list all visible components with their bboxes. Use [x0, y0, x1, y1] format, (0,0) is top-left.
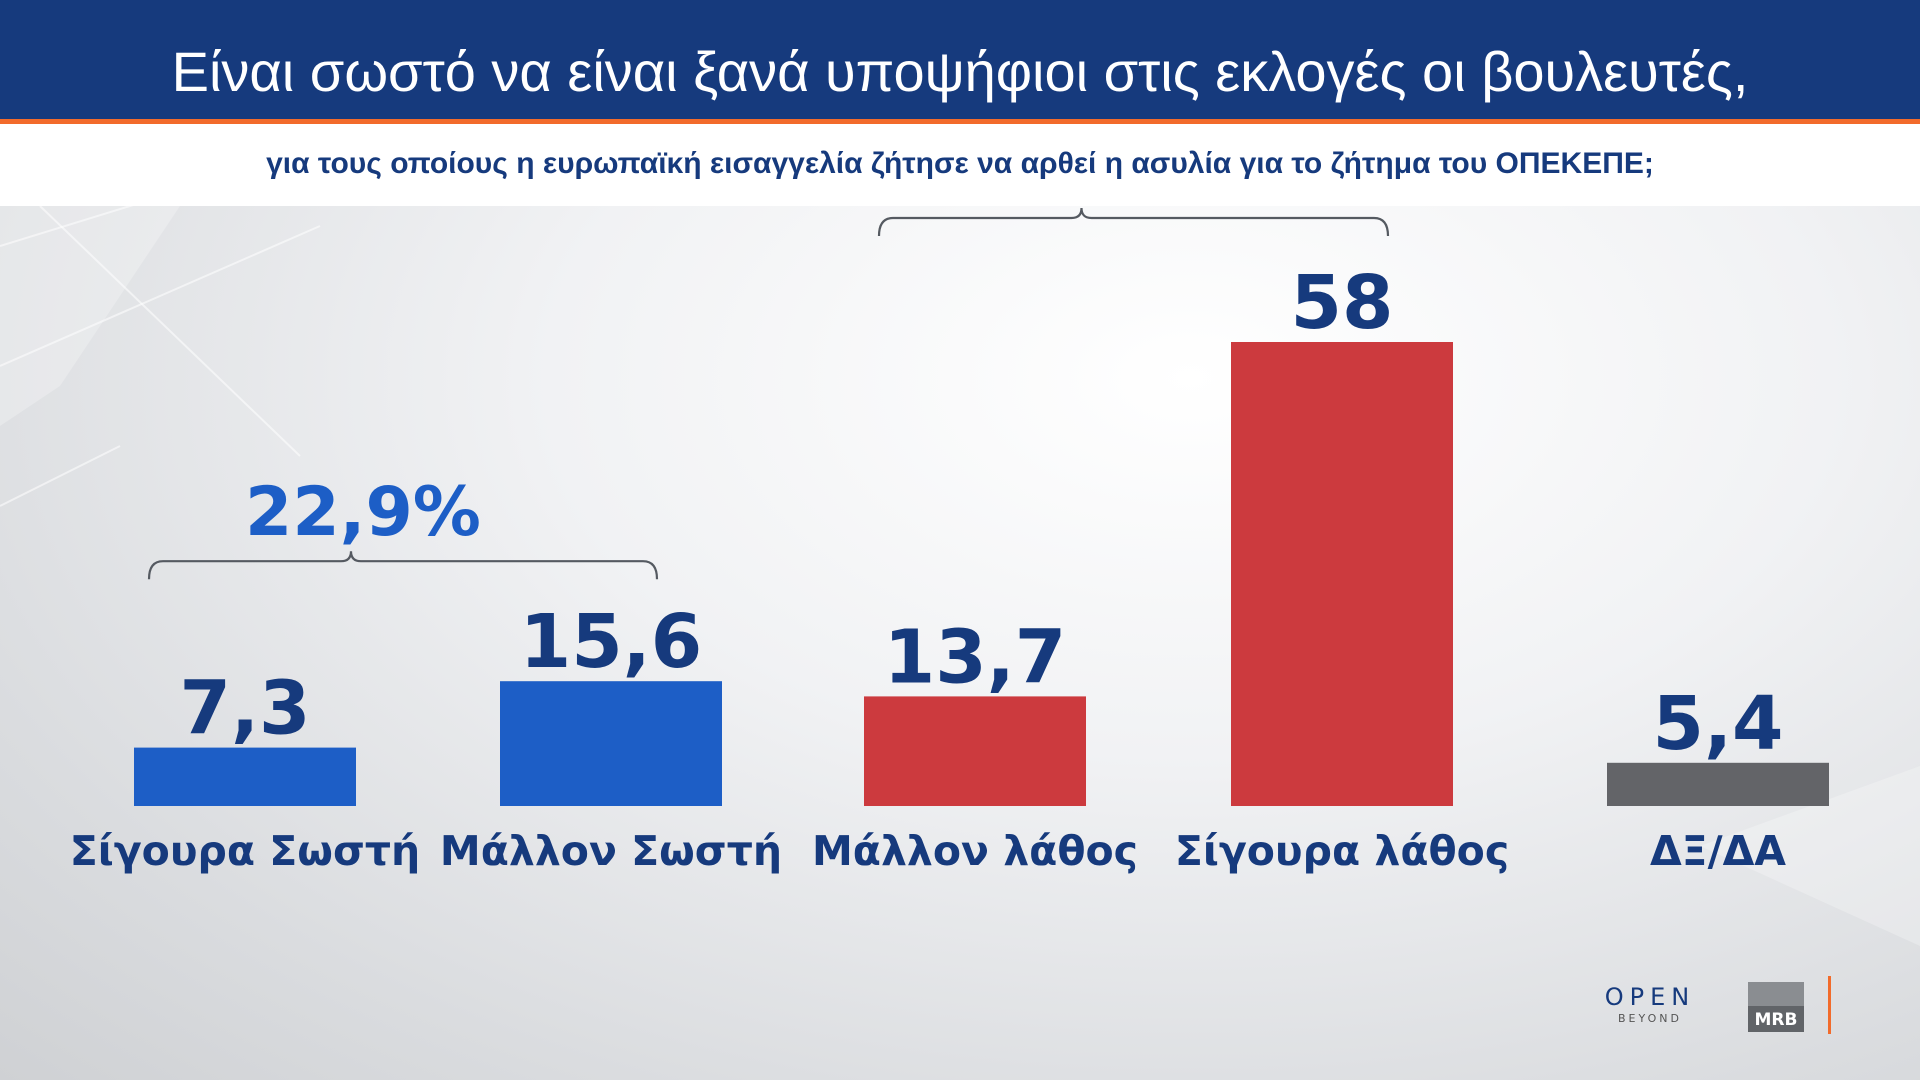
open-logo-word: OPEN	[1604, 983, 1696, 1011]
bar-1	[134, 747, 356, 806]
bar-value-label: 58	[1291, 260, 1394, 346]
subtitle-band: για τους οποίους η ευρωπαϊκή εισαγγελία …	[0, 124, 1920, 206]
bar-value-label: 15,6	[520, 599, 703, 685]
logo-divider	[1828, 976, 1831, 1034]
mrb-logo: MRB	[1748, 982, 1804, 1032]
open-logo: OPEN BEYOND	[1580, 982, 1720, 1025]
header-accent-line	[0, 119, 1920, 124]
group-total-label: 71,7%	[976, 206, 1212, 209]
bar-2	[500, 681, 722, 806]
bar-5	[1607, 762, 1829, 806]
bar-value-label: 5,4	[1652, 681, 1783, 767]
mrb-logo-text: MRB	[1754, 1010, 1798, 1030]
bar-value-label: 13,7	[884, 614, 1067, 700]
group-bracket	[147, 551, 659, 580]
open-logo-tagline: BEYOND	[1618, 1012, 1682, 1025]
chart-subtitle: για τους οποίους η ευρωπαϊκή εισαγγελία …	[266, 147, 1654, 180]
category-label: Μάλλον λάθος	[812, 827, 1138, 875]
bar-chart: 7,3 Σίγουρα Σωστή 15,6 Μάλλον Σωστή 13,7 Μάλλ…	[70, 206, 1829, 875]
bar-3	[864, 696, 1086, 806]
category-label: Μάλλον Σωστή	[440, 827, 782, 875]
category-label: Σίγουρα Σωστή	[70, 827, 420, 875]
bar-4	[1231, 342, 1453, 806]
chart-title: Είναι σωστό να είναι ξανά υποψήφιοι στις…	[171, 40, 1749, 103]
category-label: ΔΞ/ΔΑ	[1650, 827, 1786, 875]
category-label: Σίγουρα λάθος	[1175, 827, 1509, 875]
group-total-label: 22,9%	[245, 473, 481, 552]
logos: OPEN BEYOND MRB	[1580, 976, 1880, 1046]
header-band: Είναι σωστό να είναι ξανά υποψήφιοι στις…	[0, 0, 1920, 124]
group-bracket	[877, 207, 1390, 237]
bar-value-label: 7,3	[179, 666, 310, 752]
